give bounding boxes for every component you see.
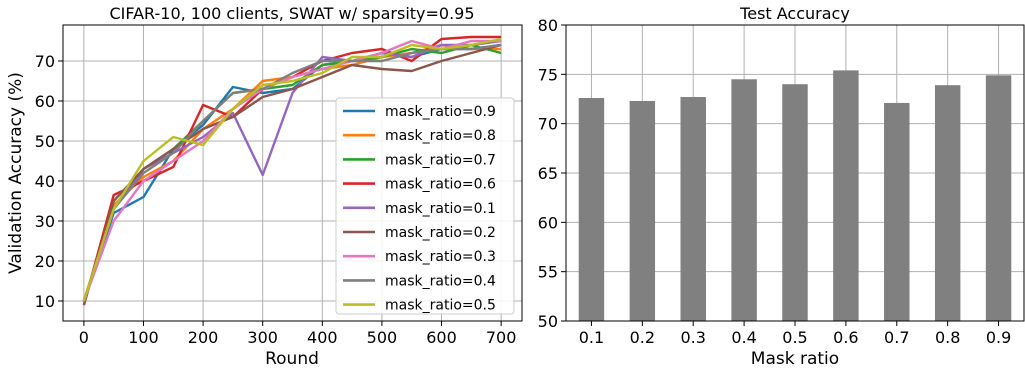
x-tick-label: 700 xyxy=(486,328,517,347)
bar-mask-ratio-0.8 xyxy=(934,85,961,321)
bar-mask-ratio-0.6 xyxy=(833,70,859,322)
bar-chart-panel: Test Accuracy 0.1 0.2 0.3 0.4 0.5 0.6 0.7 0.8 0.… xyxy=(538,4,1025,369)
y-tick-label: 65 xyxy=(538,164,558,183)
series-line-mask-ratio-0-5 xyxy=(82,37,502,302)
y-tick-label: 40 xyxy=(35,172,55,191)
x-tick-label: 300 xyxy=(247,328,278,347)
x-tick-label: 0.7 xyxy=(884,328,909,347)
line-chart-title: CIFAR-10, 100 clients, SWAT w/ sparsity=… xyxy=(109,4,474,23)
line-chart-legend: mask_ratio=0.9 mask_ratio=0.8 mask_ratio=0… xyxy=(335,97,515,315)
bar-mask-ratio-0.3 xyxy=(680,97,706,321)
bar-chart-x-ticks: 0.1 0.2 0.3 0.4 0.5 0.6 0.7 0.8 0.9 xyxy=(579,321,1011,347)
y-tick-label: 60 xyxy=(538,213,558,232)
x-tick-label: 0.4 xyxy=(731,328,756,347)
series-line-mask-ratio-0-2 xyxy=(82,43,502,306)
bar-chart-x-label: Mask ratio xyxy=(751,349,839,369)
y-tick-label: 75 xyxy=(538,65,558,84)
line-chart-panel: CIFAR-10, 100 clients, SWAT w/ sparsity=… xyxy=(6,4,523,369)
line-chart-frame xyxy=(62,24,523,322)
y-tick-label: 60 xyxy=(35,92,55,111)
x-tick-label: 0.3 xyxy=(680,328,705,347)
x-tick-label: 0 xyxy=(79,328,89,347)
legend-label: mask_ratio=0.7 xyxy=(385,152,496,168)
line-chart-series xyxy=(82,35,502,306)
line-chart-x-label: Round xyxy=(265,349,319,369)
y-tick-label: 70 xyxy=(538,115,558,134)
x-tick-label: 400 xyxy=(307,328,338,347)
legend-label: mask_ratio=0.8 xyxy=(385,128,496,144)
legend-label: mask_ratio=0.6 xyxy=(385,177,496,193)
bar-mask-ratio-0.2 xyxy=(629,100,656,322)
bar-chart-title: Test Accuracy xyxy=(739,4,850,23)
x-tick-label: 100 xyxy=(128,328,159,347)
y-tick-label: 80 xyxy=(538,16,558,35)
y-tick-label: 10 xyxy=(35,292,55,311)
bar-chart-y-ticks: 50 55 60 65 70 75 80 xyxy=(538,16,566,331)
bar-mask-ratio-0.7 xyxy=(884,102,910,322)
line-chart-x-ticks: 0 100 200 300 400 500 600 700 xyxy=(79,321,517,347)
x-tick-label: 600 xyxy=(426,328,457,347)
legend-box xyxy=(335,97,515,315)
legend-items: mask_ratio=0.9 mask_ratio=0.8 mask_ratio=0… xyxy=(343,104,496,314)
x-tick-label: 200 xyxy=(188,328,219,347)
line-chart-y-label: Validation Accuracy (%) xyxy=(6,72,26,274)
y-tick-label: 30 xyxy=(35,212,55,231)
x-tick-label: 0.8 xyxy=(935,328,960,347)
series-line-mask-ratio-0-3 xyxy=(82,39,502,302)
x-tick-label: 0.5 xyxy=(782,328,807,347)
series-line-mask-ratio-0-4 xyxy=(82,43,502,302)
x-tick-label: 0.9 xyxy=(986,328,1011,347)
bar-mask-ratio-0.1 xyxy=(578,98,605,321)
y-tick-label: 55 xyxy=(538,263,558,282)
y-tick-label: 20 xyxy=(35,252,55,271)
legend-label: mask_ratio=0.1 xyxy=(385,201,496,217)
legend-label: mask_ratio=0.3 xyxy=(385,249,496,265)
legend-label: mask_ratio=0.5 xyxy=(385,298,496,314)
y-tick-label: 50 xyxy=(35,132,55,151)
x-tick-label: 0.6 xyxy=(833,328,858,347)
y-tick-label: 70 xyxy=(35,52,55,71)
legend-label: mask_ratio=0.9 xyxy=(385,104,496,120)
bar-mask-ratio-0.4 xyxy=(731,79,757,322)
bar-mask-ratio-0.9 xyxy=(985,75,1012,321)
x-tick-label: 0.2 xyxy=(630,328,655,347)
y-tick-label: 50 xyxy=(538,312,558,331)
bar-mask-ratio-0.5 xyxy=(782,84,808,321)
x-tick-label: 500 xyxy=(367,328,398,347)
bar-chart-bars xyxy=(578,70,1012,322)
legend-label: mask_ratio=0.4 xyxy=(385,273,496,289)
legend-label: mask_ratio=0.2 xyxy=(385,225,496,241)
line-chart-y-ticks: 10 20 30 40 50 60 70 xyxy=(35,52,63,311)
x-tick-label: 0.1 xyxy=(579,328,604,347)
